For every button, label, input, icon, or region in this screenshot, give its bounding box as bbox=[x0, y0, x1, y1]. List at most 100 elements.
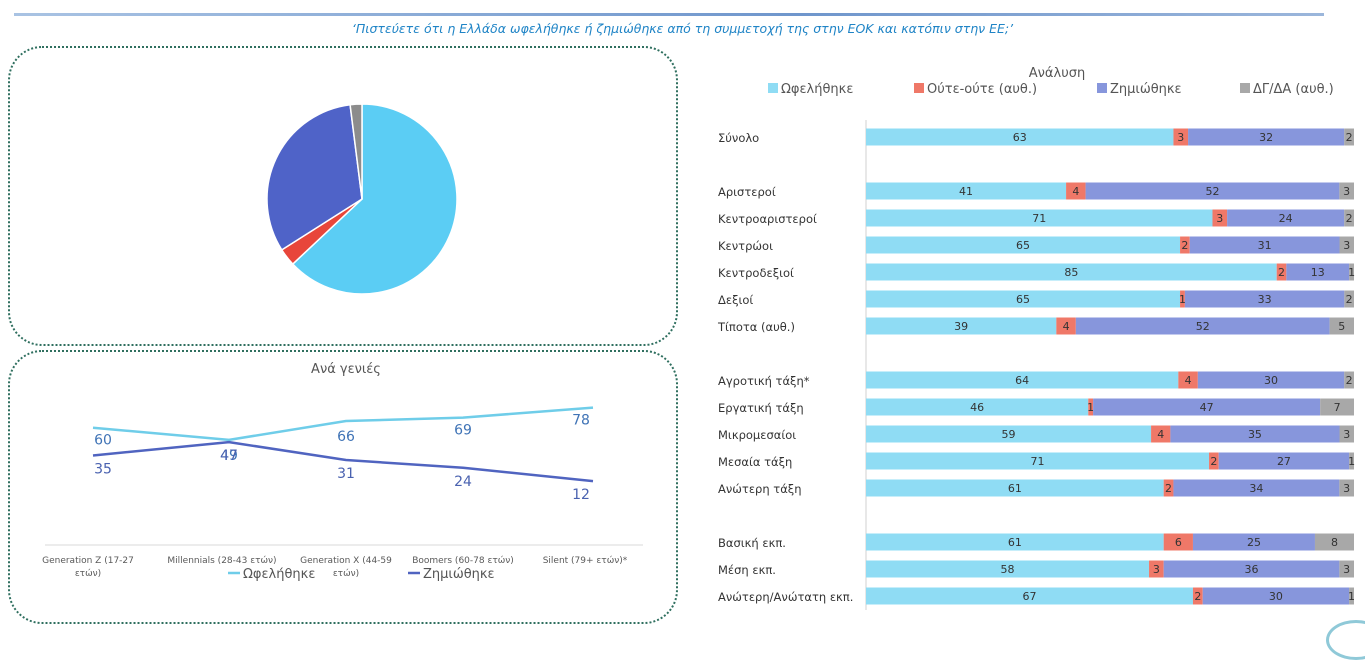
bar-segment-bar_neither bbox=[1209, 452, 1219, 470]
bar-value-label: 3 bbox=[1343, 428, 1350, 441]
line-data-label: 31 bbox=[337, 466, 355, 482]
bar-segment-bar_harmed bbox=[1227, 209, 1345, 227]
line-legend-label: Ζημιώθηκε bbox=[423, 567, 495, 582]
bar-segment-bar_harmed bbox=[1075, 317, 1330, 335]
bar-value-label: 67 bbox=[1022, 590, 1036, 603]
bar-segment-bar_benefited bbox=[866, 587, 1193, 605]
bar-value-label: 41 bbox=[959, 185, 973, 198]
bar-segment-bar_benefited bbox=[866, 236, 1181, 254]
line-x-tick-label: Boomers (60-78 ετών) bbox=[412, 555, 514, 566]
bar-chart-title: Ανάλυση bbox=[1029, 66, 1085, 81]
bar-segment-bar_dk bbox=[1314, 533, 1354, 551]
bar-segment-bar_neither bbox=[1180, 236, 1190, 254]
bar-segment-bar_benefited bbox=[866, 560, 1150, 578]
bar-row-label: Μέση εκπ. bbox=[718, 563, 776, 577]
line-data-label: 60 bbox=[94, 433, 112, 449]
bar-row-label: Βασική εκπ. bbox=[718, 536, 786, 550]
bar-row-label: Αριστεροί bbox=[718, 185, 776, 199]
bar-value-label: 2 bbox=[1346, 212, 1353, 225]
bar-value-label: 36 bbox=[1245, 563, 1259, 576]
line-x-tick-label: Millennials (28-43 ετών) bbox=[167, 555, 276, 566]
bar-value-label: 2 bbox=[1278, 266, 1285, 279]
bar-segment-bar_neither bbox=[1212, 209, 1228, 227]
pie-panel bbox=[8, 46, 678, 346]
bar-segment-bar_harmed bbox=[1184, 290, 1345, 308]
bar-legend-label: ΔΓ/ΔΑ (αυθ.) bbox=[1253, 82, 1334, 97]
line-x-tick-label: Generation X (44-59 ετών) bbox=[300, 556, 392, 579]
bar-value-label: 71 bbox=[1031, 455, 1045, 468]
bar-legend-swatch bbox=[768, 83, 778, 93]
bar-value-label: 85 bbox=[1064, 266, 1078, 279]
generations-panel bbox=[8, 350, 678, 624]
bar-segment-bar_dk bbox=[1339, 236, 1354, 254]
bar-segment-bar_benefited bbox=[866, 398, 1089, 416]
bar-value-label: 2 bbox=[1346, 293, 1353, 306]
bar-segment-bar_benefited bbox=[866, 533, 1164, 551]
bar-value-label: 13 bbox=[1311, 266, 1325, 279]
bar-row-label: Δεξιοί bbox=[718, 293, 753, 307]
bar-segment-bar_dk bbox=[1339, 560, 1354, 578]
bar-legend-swatch bbox=[1240, 83, 1250, 93]
bar-segment-bar_harmed bbox=[1189, 236, 1340, 254]
bar-row-label: Μεσαία τάξη bbox=[718, 455, 792, 469]
bar-value-label: 31 bbox=[1258, 239, 1272, 252]
bar-value-label: 34 bbox=[1249, 482, 1263, 495]
bar-value-label: 63 bbox=[1013, 131, 1027, 144]
bar-segment-bar_neither bbox=[1066, 182, 1086, 200]
bar-legend-label: Ούτε-ούτε (αυθ.) bbox=[927, 82, 1037, 97]
line-data-label: 47 bbox=[220, 448, 238, 464]
line-x-tick-label: Generation Z (17-27 ετών) bbox=[42, 556, 134, 579]
bar-segment-bar_harmed bbox=[1286, 263, 1350, 281]
line-data-label: 78 bbox=[572, 413, 590, 429]
bar-segment-bar_harmed bbox=[1170, 425, 1340, 443]
survey-question: ‘Πιστεύετε ότι η Ελλάδα ωφελήθηκε ή ζημι… bbox=[351, 21, 1014, 36]
bar-legend-swatch bbox=[914, 83, 924, 93]
bar-value-label: 30 bbox=[1269, 590, 1283, 603]
bar-row-label: Τίποτα (αυθ.) bbox=[717, 320, 795, 334]
pie-slice-benefited bbox=[291, 103, 458, 295]
bar-segment-bar_neither bbox=[1151, 425, 1171, 443]
bar-value-label: 71 bbox=[1032, 212, 1046, 225]
bar-segment-bar_neither bbox=[1192, 587, 1203, 605]
bar-value-label: 5 bbox=[1338, 320, 1345, 333]
bar-value-label: 2 bbox=[1165, 482, 1172, 495]
bar-row-label: Ανώτερη τάξη bbox=[718, 482, 802, 496]
bar-segment-bar_benefited bbox=[866, 452, 1210, 470]
bar-value-label: 27 bbox=[1277, 455, 1291, 468]
line-x-tick-label: Silent (79+ ετών)* bbox=[543, 555, 628, 566]
bar-segment-bar_harmed bbox=[1093, 398, 1321, 416]
bar-value-label: 1 bbox=[1348, 266, 1355, 279]
bar-value-label: 52 bbox=[1196, 320, 1210, 333]
bar-value-label: 32 bbox=[1259, 131, 1273, 144]
bar-row-label: Κεντροαριστεροί bbox=[718, 212, 817, 226]
bar-value-label: 4 bbox=[1157, 428, 1164, 441]
bar-segment-bar_neither bbox=[1178, 371, 1198, 389]
bar-value-label: 1 bbox=[1348, 455, 1355, 468]
bar-value-label: 3 bbox=[1153, 563, 1160, 576]
bar-value-label: 46 bbox=[970, 401, 984, 414]
bar-value-label: 39 bbox=[954, 320, 968, 333]
bar-segment-bar_harmed bbox=[1218, 452, 1350, 470]
bar-segment-bar_benefited bbox=[866, 479, 1164, 497]
bar-segment-bar_harmed bbox=[1192, 533, 1315, 551]
bar-value-label: 61 bbox=[1008, 536, 1022, 549]
bar-value-label: 4 bbox=[1185, 374, 1192, 387]
bar-value-label: 58 bbox=[1001, 563, 1015, 576]
bar-value-label: 3 bbox=[1343, 239, 1350, 252]
breakdown-bar-chart: Ανάλυση Ωφελήθηκε Ούτε-ούτε (αυθ.) Ζημιώθηκ… bbox=[717, 66, 1355, 610]
bar-value-label: 52 bbox=[1205, 185, 1219, 198]
bar-value-label: 7 bbox=[1334, 401, 1341, 414]
bar-value-label: 2 bbox=[1210, 455, 1217, 468]
line-data-label: 49 bbox=[220, 448, 238, 464]
bar-segment-bar_harmed bbox=[1197, 371, 1345, 389]
bar-value-label: 8 bbox=[1331, 536, 1338, 549]
bar-row-label: Σύνολο bbox=[718, 131, 759, 145]
bar-value-label: 1 bbox=[1087, 401, 1094, 414]
bar-segment-bar_benefited bbox=[866, 128, 1174, 146]
bar-value-label: 24 bbox=[1279, 212, 1293, 225]
bar-value-label: 1 bbox=[1348, 590, 1355, 603]
bar-segment-bar_dk bbox=[1349, 263, 1354, 281]
bar-segment-bar_neither bbox=[1088, 398, 1094, 416]
bar-row-label: Ανώτερη/Ανώτατη εκπ. bbox=[718, 590, 853, 604]
bar-segment-bar_dk bbox=[1349, 452, 1354, 470]
